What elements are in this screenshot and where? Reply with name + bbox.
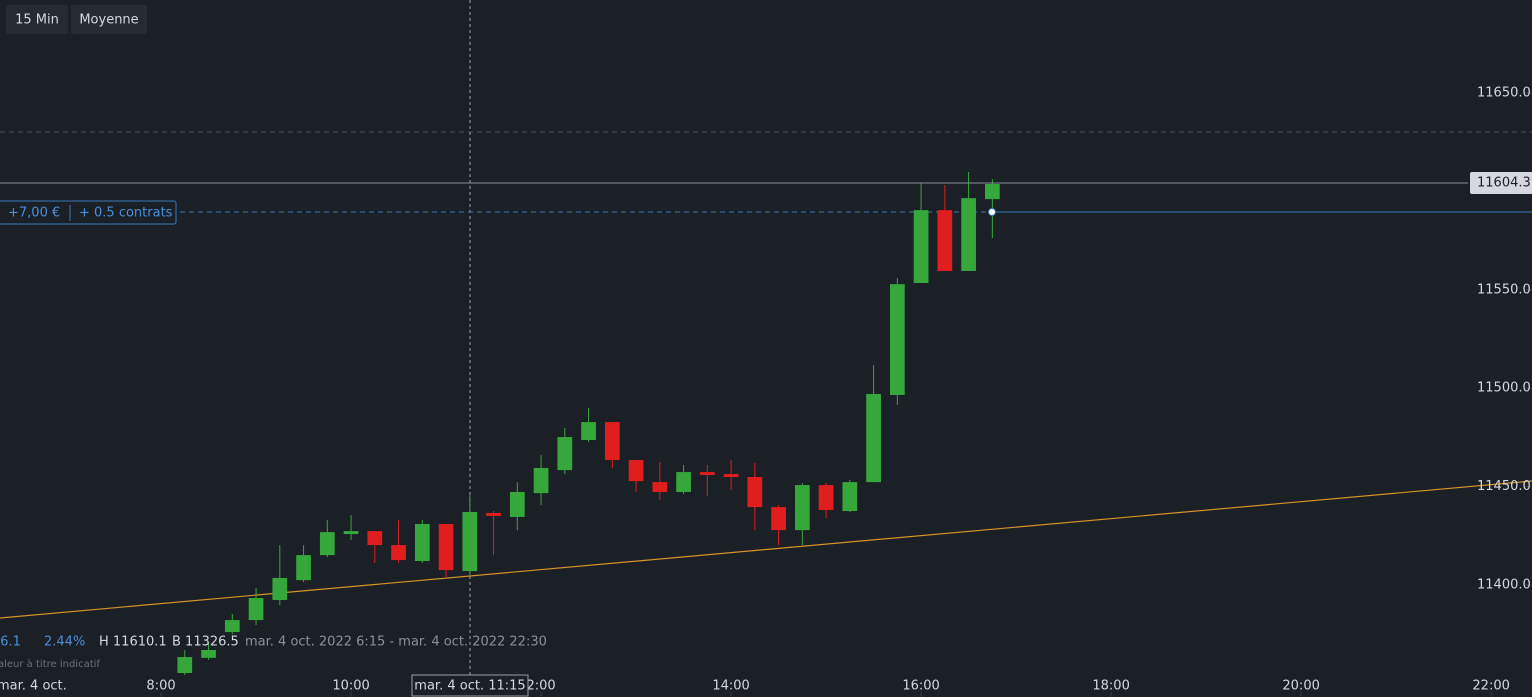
position-box[interactable] <box>0 200 177 225</box>
candle-body <box>842 482 858 512</box>
x-tick-label: 22:00 <box>1472 679 1509 694</box>
y-tick-label: 11450.0 <box>1477 479 1531 494</box>
candle-body <box>391 545 406 561</box>
candle-body <box>296 555 311 581</box>
candle-body <box>699 472 715 476</box>
candle-body <box>201 649 216 658</box>
candle-body <box>509 491 525 517</box>
crosshair-label: mar. 4 oct. 11:15 <box>414 679 525 694</box>
candle-body <box>984 183 1000 200</box>
candle-body <box>866 393 881 483</box>
candle-body <box>747 476 763 508</box>
candle-body <box>486 513 501 516</box>
candle-body <box>414 524 430 562</box>
candle-body <box>462 512 478 572</box>
candle-body <box>272 577 288 600</box>
candle-body <box>319 532 335 556</box>
current-price-label: 11604.3 <box>1477 176 1531 191</box>
candle-body <box>438 524 454 571</box>
y-tick-label: 11550.0 <box>1477 282 1531 297</box>
candle-body <box>652 482 668 492</box>
date-label: mar. 4 oct. <box>0 679 67 694</box>
candle-body <box>177 657 193 673</box>
candle-body <box>343 531 359 535</box>
x-tick-label: 8:00 <box>146 679 175 694</box>
y-tick-label: 11700.0 <box>1477 0 1531 2</box>
info-high: H 11610.1 <box>99 635 167 650</box>
candle-body <box>367 531 383 546</box>
candle-body <box>676 472 691 492</box>
candle-body <box>818 485 834 511</box>
y-tick-label: 11500.0 <box>1477 381 1531 396</box>
candle-body <box>557 437 573 471</box>
candle-body <box>913 210 929 283</box>
mode-button[interactable] <box>71 5 147 34</box>
x-tick-label: 14:00 <box>712 679 749 694</box>
x-tick-label: 10:00 <box>332 679 369 694</box>
x-tick-label: 2:00 <box>526 679 555 694</box>
crosshair-label-box <box>411 674 529 697</box>
info-pct: 2.44% <box>44 635 85 650</box>
info-range: mar. 4 oct. 2022 6:15 - mar. 4 oct. 2022… <box>245 635 547 650</box>
candle-body <box>533 467 549 494</box>
trend-line <box>0 480 1532 619</box>
y-tick-label: 11650.0 <box>1477 86 1531 101</box>
current-price-box <box>1470 172 1532 195</box>
x-tick-label: 18:00 <box>1092 679 1129 694</box>
position-pnl: +7,00 € <box>8 206 60 221</box>
interval-button[interactable] <box>6 5 68 34</box>
candle-body <box>604 422 620 461</box>
candle-body <box>723 474 739 477</box>
info-note: aleur à titre indicatif <box>0 658 100 670</box>
candle-body <box>794 485 810 531</box>
candle-body <box>961 198 976 271</box>
candle-body <box>937 210 953 271</box>
y-tick-label: 11400.0 <box>1477 578 1531 593</box>
info-low: B 11326.5 <box>172 635 239 650</box>
interval-text[interactable]: 15 Min <box>15 13 59 28</box>
x-tick-label: 20:00 <box>1282 679 1319 694</box>
candle-body <box>224 620 240 633</box>
candle-body <box>628 460 644 482</box>
mode-text[interactable]: Moyenne <box>79 13 138 28</box>
candle-body <box>889 284 905 395</box>
candle-body <box>581 422 596 441</box>
x-tick-label: 16:00 <box>902 679 939 694</box>
candle-body <box>248 598 264 621</box>
order-point[interactable] <box>988 208 996 216</box>
candle-body <box>771 507 786 531</box>
position-size: + 0.5 contrats <box>79 206 173 221</box>
info-change: 76.1 <box>0 635 21 650</box>
